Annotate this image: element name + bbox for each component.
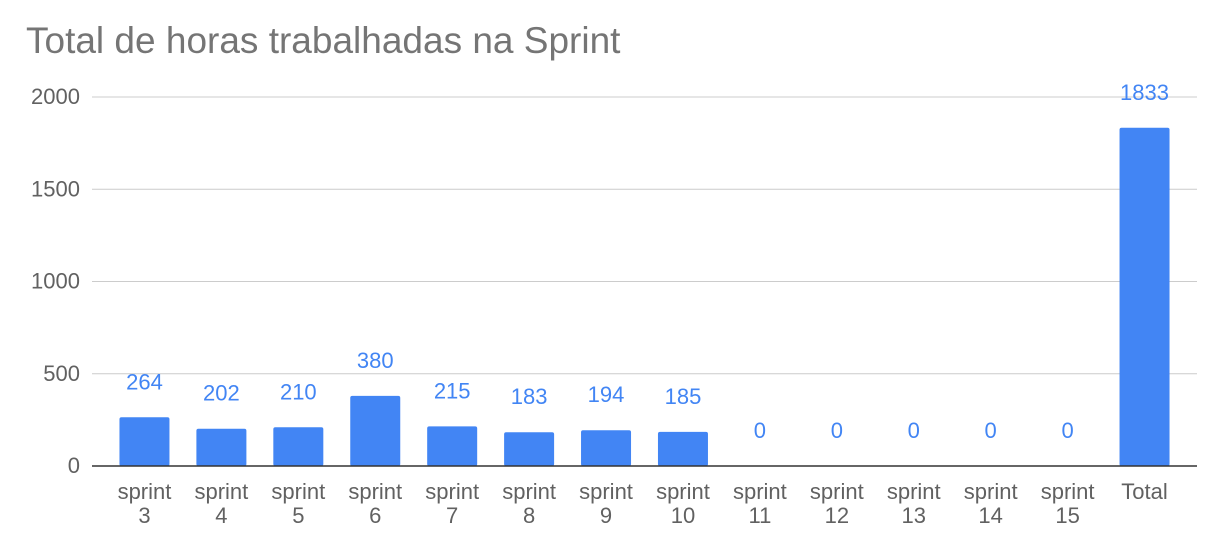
category-label-3-line-0: sprint <box>348 479 402 504</box>
data-label-8: 0 <box>754 418 766 443</box>
category-label-0-line-0: sprint <box>118 479 172 504</box>
category-label-7-line-0: sprint <box>656 479 710 504</box>
category-label-2-line-0: sprint <box>271 479 325 504</box>
category-label-12-line-1: 15 <box>1055 503 1079 528</box>
data-label-13: 1833 <box>1120 80 1169 105</box>
category-label-12-line-0: sprint <box>1041 479 1095 504</box>
bar-1 <box>196 428 247 466</box>
data-label-2: 210 <box>280 379 317 404</box>
data-label-6: 194 <box>588 382 625 407</box>
category-label-6-line-1: 9 <box>600 503 612 528</box>
gridlines <box>92 96 1197 375</box>
chart-title: Total de horas trabalhadas na Sprint <box>26 20 621 61</box>
category-label-10-line-0: sprint <box>887 479 941 504</box>
data-label-5: 183 <box>511 384 548 409</box>
bar-13 <box>1119 127 1170 467</box>
y-tick-label-1000: 1000 <box>31 269 80 294</box>
category-label-5-line-0: sprint <box>502 479 556 504</box>
category-label-11-line-1: 14 <box>978 503 1002 528</box>
x-axis-categories: sprint3sprint4sprint5sprint6sprint7sprin… <box>118 479 1168 528</box>
data-label-4: 215 <box>434 378 471 403</box>
y-tick-label-2000: 2000 <box>31 84 80 109</box>
category-label-7-line-1: 10 <box>671 503 695 528</box>
category-label-1-line-1: 4 <box>215 503 227 528</box>
y-axis-ticks: 0 500 1000 1500 2000 <box>31 84 80 478</box>
data-label-3: 380 <box>357 348 394 373</box>
bar-6 <box>581 430 632 466</box>
category-label-4-line-0: sprint <box>425 479 479 504</box>
category-label-8-line-1: 11 <box>748 503 771 528</box>
category-label-3-line-1: 6 <box>369 503 381 528</box>
y-tick-label-1500: 1500 <box>31 176 80 201</box>
data-label-7: 185 <box>665 384 702 409</box>
bar-5 <box>504 432 555 466</box>
category-label-9-line-0: sprint <box>810 479 864 504</box>
category-label-5-line-1: 8 <box>523 503 535 528</box>
category-label-2-line-1: 5 <box>292 503 304 528</box>
data-label-0: 264 <box>126 369 163 394</box>
y-tick-label-500: 500 <box>43 361 80 386</box>
category-label-1-line-0: sprint <box>194 479 248 504</box>
category-label-13-line-0: Total <box>1121 479 1167 504</box>
category-label-0-line-1: 3 <box>138 503 150 528</box>
bar-7 <box>657 431 708 466</box>
data-label-1: 202 <box>203 381 240 406</box>
category-label-11-line-0: sprint <box>964 479 1018 504</box>
category-label-9-line-1: 12 <box>825 503 849 528</box>
category-label-8-line-0: sprint <box>733 479 787 504</box>
data-label-10: 0 <box>908 418 920 443</box>
bar-0 <box>119 417 170 466</box>
data-label-9: 0 <box>831 418 843 443</box>
data-label-11: 0 <box>985 418 997 443</box>
bar-2 <box>273 427 324 466</box>
category-label-4-line-1: 7 <box>446 503 458 528</box>
category-label-6-line-0: sprint <box>579 479 633 504</box>
data-labels: 264 202 210 380 215 183 194 185 0 0 0 0 0 1833 <box>126 80 1169 443</box>
data-label-12: 0 <box>1061 418 1073 443</box>
bar-4 <box>427 426 478 466</box>
bar-3 <box>350 395 401 466</box>
category-label-10-line-1: 13 <box>902 503 926 528</box>
bars <box>119 127 1170 467</box>
y-tick-label-0: 0 <box>68 453 80 478</box>
